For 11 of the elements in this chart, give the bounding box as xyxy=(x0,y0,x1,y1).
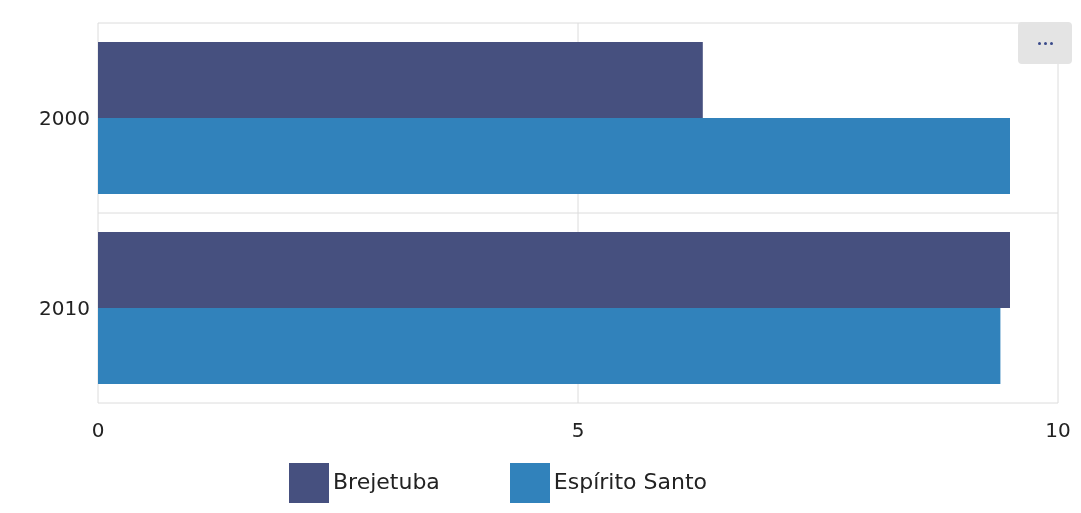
x-tick-label: 0 xyxy=(91,418,105,443)
bar xyxy=(98,232,1010,308)
legend-label: Brejetuba xyxy=(332,469,440,494)
x-tick-label: 10 xyxy=(1045,418,1071,443)
bar xyxy=(98,308,1001,384)
bar xyxy=(98,42,703,118)
bar xyxy=(98,118,1010,194)
y-tick-label: 2010 xyxy=(39,296,90,321)
x-tick-label: 5 xyxy=(571,418,585,443)
legend-label: Espírito Santo xyxy=(553,469,707,494)
y-tick-label: 2000 xyxy=(39,106,90,131)
